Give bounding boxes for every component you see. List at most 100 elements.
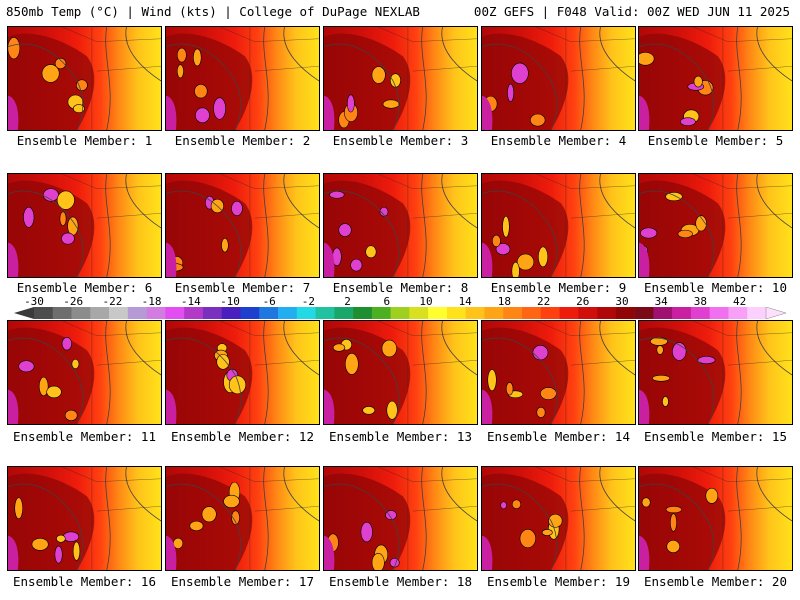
colorbar-segment (52, 307, 72, 319)
colorbar-segment (202, 307, 222, 319)
colorbar-segment (296, 307, 316, 319)
colorbar-segment (90, 307, 110, 319)
ensemble-member-caption: Ensemble Member: 19 (487, 574, 630, 589)
header-right-title: 00Z GEFS | F048 Valid: 00Z WED JUN 11 20… (473, 4, 790, 19)
map-panel-member-3 (323, 26, 478, 131)
colorbar-segment (334, 307, 354, 319)
colorbar-segment (371, 307, 391, 319)
colorbar-labels: -30 -26 -22 -18 -14 -10 -6 -2 2 6 10 14 18 22 26 30 34 38… (0, 296, 800, 308)
colorbar-tick-label: 30 (615, 295, 629, 308)
colorbar-segment (634, 307, 654, 319)
colorbar-tick-label: -2 (301, 295, 316, 308)
colorbar-tick-label: -10 (220, 295, 240, 308)
colorbar-tick-label: -26 (63, 295, 84, 308)
colorbar-segment (127, 307, 147, 319)
colorbar-segment (409, 307, 429, 319)
colorbar-tick-label: 26 (576, 295, 590, 308)
map-panel-member-9 (481, 173, 636, 278)
colorbar-segment (615, 307, 635, 319)
ensemble-member-caption: Ensemble Member: 14 (487, 429, 630, 444)
temperature-field-map (166, 467, 319, 570)
map-panel-member-1 (7, 26, 162, 131)
colorbar-segment (747, 307, 767, 319)
colorbar-segment (259, 307, 279, 319)
map-panel-member-16 (7, 466, 162, 571)
ensemble-member-caption: Ensemble Member: 17 (171, 574, 314, 589)
colorbar-segment (597, 307, 617, 319)
temperature-field-map (324, 467, 477, 570)
colorbar-segment (109, 307, 129, 319)
map-panel-member-15 (638, 320, 793, 425)
temperature-field-map (166, 174, 319, 277)
colorbar-segment (34, 307, 54, 319)
temperature-field-map (324, 321, 477, 424)
map-panel-member-10 (638, 173, 793, 278)
map-panel-member-14 (481, 320, 636, 425)
colorbar-tick-label: 38 (693, 295, 708, 308)
colorbar-tick-label: 6 (383, 295, 391, 308)
temperature-colorbar (14, 307, 786, 319)
ensemble-member-caption: Ensemble Member: 11 (13, 429, 156, 444)
colorbar-tick-label: 10 (419, 295, 433, 308)
colorbar-segment (165, 307, 185, 319)
temperature-field-map (324, 174, 477, 277)
map-panel-member-4 (481, 26, 636, 131)
colorbar-segment (353, 307, 373, 319)
temperature-field-map (324, 27, 477, 130)
colorbar-segment (240, 307, 260, 319)
temperature-field-map (639, 27, 792, 130)
map-panel-member-11 (7, 320, 162, 425)
ensemble-member-caption: Ensemble Member: 9 (490, 280, 627, 295)
map-panel-member-20 (638, 466, 793, 571)
colorbar-tick-label: 2 (344, 295, 351, 308)
colorbar-segment (653, 307, 673, 319)
temperature-field-map (8, 27, 161, 130)
colorbar-segment (315, 307, 335, 319)
ensemble-member-caption: Ensemble Member: 13 (329, 429, 472, 444)
colorbar-segment (709, 307, 729, 319)
ensemble-member-caption: Ensemble Member: 18 (329, 574, 472, 589)
map-panel-member-12 (165, 320, 320, 425)
ensemble-member-caption: Ensemble Member: 3 (332, 133, 469, 148)
colorbar-segment (522, 307, 542, 319)
colorbar-tick-label: -22 (102, 295, 123, 308)
colorbar-segment (578, 307, 598, 319)
temperature-field-map (482, 321, 635, 424)
ensemble-member-caption: Ensemble Member: 4 (490, 133, 627, 148)
colorbar-segment (559, 307, 579, 319)
colorbar-tick-label: -14 (180, 295, 201, 308)
temperature-field-map (639, 321, 792, 424)
colorbar-segment (540, 307, 560, 319)
colorbar-tick-label: -6 (262, 295, 276, 308)
temperature-field-map (482, 174, 635, 277)
colorbar-tick-label: -30 (24, 295, 44, 308)
ensemble-member-caption: Ensemble Member: 15 (644, 429, 787, 444)
colorbar-tick-label: -18 (141, 295, 162, 308)
map-panel-member-8 (323, 173, 478, 278)
ensemble-member-caption: Ensemble Member: 2 (174, 133, 311, 148)
map-panel-member-19 (481, 466, 636, 571)
colorbar-segment (728, 307, 748, 319)
colorbar-segment (221, 307, 241, 319)
colorbar-tick-label: 42 (732, 295, 747, 308)
ensemble-member-caption: Ensemble Member: 8 (332, 280, 469, 295)
colorbar-max-arrow (765, 307, 786, 319)
colorbar-tick-label: 22 (536, 295, 551, 308)
ensemble-member-caption: Ensemble Member: 5 (647, 133, 784, 148)
temperature-field-map (482, 467, 635, 570)
colorbar-segment (278, 307, 298, 319)
ensemble-member-caption: Ensemble Member: 12 (171, 429, 314, 444)
ensemble-member-caption: Ensemble Member: 7 (174, 280, 311, 295)
temperature-field-map (639, 174, 792, 277)
temperature-field-map (8, 321, 161, 424)
temperature-field-map (8, 467, 161, 570)
temperature-field-map (8, 174, 161, 277)
colorbar-tick-label: 34 (654, 295, 668, 308)
map-panel-member-2 (165, 26, 320, 131)
colorbar-segment (146, 307, 166, 319)
colorbar-segment (71, 307, 91, 319)
colorbar-tick-label: 14 (458, 295, 472, 308)
ensemble-member-caption: Ensemble Member: 10 (644, 280, 787, 295)
map-panel-member-13 (323, 320, 478, 425)
colorbar-segment (390, 307, 410, 319)
